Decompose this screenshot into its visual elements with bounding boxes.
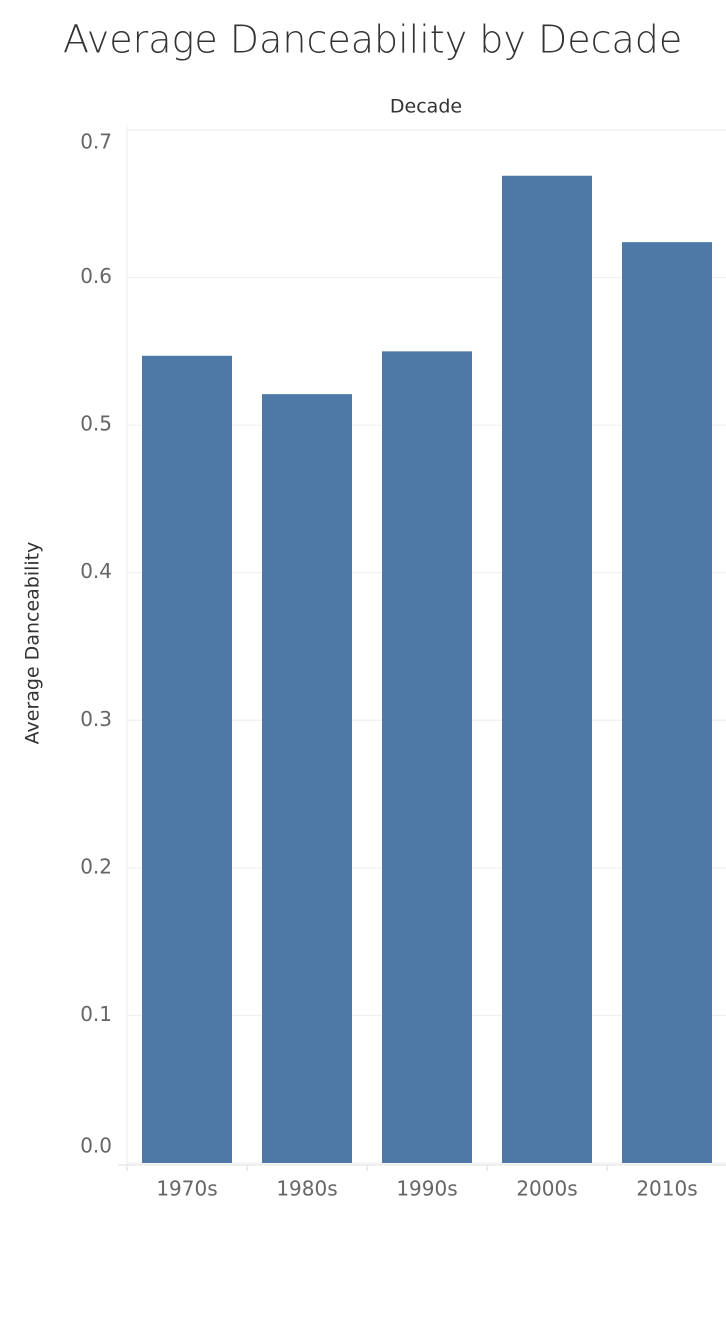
y-tick-label: 0.3 [80,707,112,731]
chart-title: Average Danceability by Decade [63,18,682,62]
bar [502,175,592,1164]
x-tick-label: 1990s [396,1177,457,1201]
y-tick-label: 0.7 [80,130,112,154]
y-tick-label: 0.0 [80,1134,112,1158]
x-tick-label: 2000s [516,1177,577,1201]
y-axis-title: Average Danceability [22,542,44,745]
bar [142,355,232,1163]
y-tick-label: 0.5 [80,412,112,436]
y-tick-label: 0.4 [80,559,112,583]
bar [382,351,472,1163]
x-tick-label: 2010s [636,1177,697,1201]
y-tick-label: 0.1 [80,1002,112,1026]
y-tick-label: 0.2 [80,854,112,878]
y-tick-label: 0.6 [80,264,112,288]
x-tick-label: 1970s [156,1177,217,1201]
bar [622,242,712,1163]
x-tick-label: 1980s [276,1177,337,1201]
x-axis-title: Decade [390,96,462,118]
bar [262,394,352,1164]
